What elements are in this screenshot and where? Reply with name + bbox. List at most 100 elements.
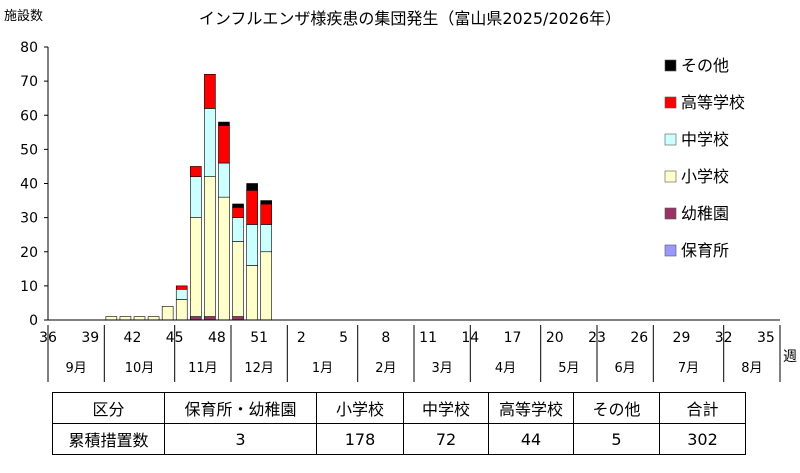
bar-segment <box>232 316 244 321</box>
bar-segment <box>218 125 230 164</box>
bar-segment <box>204 316 216 321</box>
y-tick-label: 20 <box>20 245 38 261</box>
summary-header-row: 区分 保育所・幼稚園 小学校 中学校 高等学校 その他 合計 <box>52 392 746 424</box>
cell-high-school: 44 <box>488 423 574 455</box>
legend-label: 小学校 <box>681 167 729 186</box>
chart-title: インフルエンザ様疾患の集団発生（富山県2025/2026年） <box>199 9 621 28</box>
bar-segment <box>204 74 216 109</box>
x-tick-label: 51 <box>250 330 268 346</box>
bar-segment <box>204 108 216 177</box>
legend-label: 幼稚園 <box>681 204 729 223</box>
month-label: 7月 <box>678 361 699 376</box>
month-label: 12月 <box>244 361 274 376</box>
x-tick-label: 5 <box>339 330 348 346</box>
header-category: 区分 <box>52 392 165 424</box>
cell-elementary: 178 <box>316 423 404 455</box>
cell-nursery-kindergarten: 3 <box>164 423 317 455</box>
y-tick-label: 70 <box>20 74 38 90</box>
bar-segment <box>260 203 272 225</box>
y-tick-label: 40 <box>20 177 38 193</box>
bar-segment <box>218 121 230 126</box>
bar-segment <box>119 316 132 321</box>
bar-segment <box>161 306 174 321</box>
bar-segment <box>232 203 244 208</box>
month-label: 10月 <box>125 361 155 376</box>
legend-swatch <box>664 207 677 220</box>
bar-segment <box>190 166 202 177</box>
bar-segment <box>232 217 244 242</box>
bar-segment <box>190 176 202 218</box>
bar-segment <box>246 224 258 266</box>
y-tick-label: 80 <box>20 40 38 56</box>
header-high-school: 高等学校 <box>488 392 574 424</box>
bar-segment <box>133 316 146 321</box>
month-label: 6月 <box>615 361 636 376</box>
legend-label: その他 <box>681 56 729 75</box>
x-axis-unit: 週 <box>783 349 797 365</box>
bar-segment <box>246 183 258 191</box>
summary-table: 区分 保育所・幼稚園 小学校 中学校 高等学校 その他 合計 累積措置数 3 1… <box>52 392 746 455</box>
legend-label: 保育所 <box>681 241 729 260</box>
x-tick-label: 8 <box>381 330 390 346</box>
legend-swatch <box>664 170 677 183</box>
x-tick-label: 29 <box>673 330 691 346</box>
bar-segment <box>260 200 272 205</box>
legend-swatch <box>664 133 677 146</box>
y-tick-label: 30 <box>20 211 38 227</box>
bar-segment <box>204 176 216 317</box>
cell-total: 302 <box>659 423 746 455</box>
x-tick-label: 11 <box>419 330 437 346</box>
month-label: 4月 <box>495 361 516 376</box>
x-tick-label: 17 <box>504 330 522 346</box>
legend-swatch <box>664 244 677 257</box>
chart: インフルエンザ様疾患の集団発生（富山県2025/2026年） 施設数 週 0 10… <box>4 8 797 382</box>
legend-swatch <box>664 96 677 109</box>
bar-segment <box>246 190 258 225</box>
bar-segment <box>246 265 258 321</box>
x-tick-label: 2 <box>297 330 306 346</box>
x-tick-label: 48 <box>208 330 226 346</box>
month-label: 1月 <box>312 361 333 376</box>
bar-segment <box>175 299 188 321</box>
y-tick-label: 10 <box>20 279 38 295</box>
month-label: 5月 <box>558 361 579 376</box>
x-tick-label: 20 <box>546 330 564 346</box>
bar-segment <box>260 251 272 321</box>
bar-segment <box>232 207 244 218</box>
month-label: 3月 <box>432 361 453 376</box>
x-tick-label: 42 <box>124 330 142 346</box>
bar-segment <box>175 288 188 300</box>
x-tick-label: 39 <box>81 330 99 346</box>
y-tick-label: 60 <box>20 108 38 124</box>
bar-segment <box>105 316 118 321</box>
x-tick-label: 26 <box>630 330 648 346</box>
bar-segment <box>190 316 202 321</box>
month-label: 9月 <box>66 361 87 376</box>
cell-junior-high: 72 <box>403 423 489 455</box>
y-axis-title: 施設数 <box>4 8 43 24</box>
header-other: その他 <box>573 392 660 424</box>
summary-data-row: 累積措置数 3 178 72 44 5 302 <box>52 423 746 455</box>
bar-segment <box>232 241 244 317</box>
bar-segment <box>175 285 188 290</box>
legend-label: 高等学校 <box>681 93 745 112</box>
bar-segment <box>218 196 230 321</box>
header-nursery-kindergarten: 保育所・幼稚園 <box>164 392 317 424</box>
y-tick-label: 0 <box>29 313 38 329</box>
header-junior-high: 中学校 <box>403 392 489 424</box>
cell-other: 5 <box>573 423 660 455</box>
bar-segment <box>218 162 230 198</box>
header-total: 合計 <box>659 392 746 424</box>
month-label: 11月 <box>188 361 218 376</box>
month-label: 2月 <box>375 361 396 376</box>
bar-segment <box>190 217 202 317</box>
legend-label: 中学校 <box>681 130 729 149</box>
bar-segment <box>147 316 160 321</box>
header-elementary: 小学校 <box>316 392 404 424</box>
row-label: 累積措置数 <box>52 423 165 455</box>
x-tick-label: 35 <box>757 330 775 346</box>
y-tick-label: 50 <box>20 142 38 158</box>
legend-swatch <box>664 59 677 72</box>
bar-segment <box>260 224 272 253</box>
month-label: 8月 <box>741 361 762 376</box>
